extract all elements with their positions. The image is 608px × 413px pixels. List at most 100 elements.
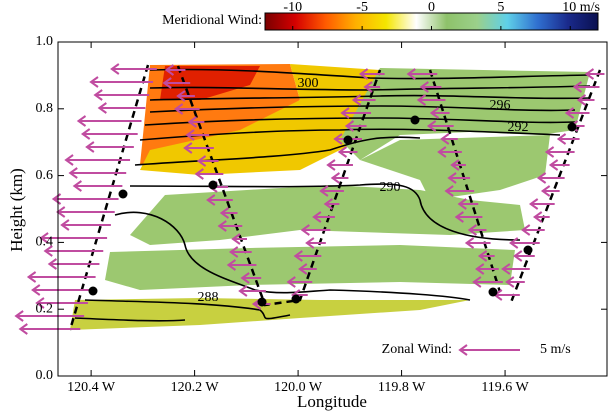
arrow-head — [286, 276, 296, 288]
wind-arrow — [576, 94, 595, 106]
wind-arrow — [556, 133, 580, 145]
arrow-head — [187, 116, 197, 128]
arrow-head — [458, 344, 468, 356]
arrow-head — [300, 224, 310, 236]
contour-line — [149, 94, 591, 101]
arrow-head — [35, 297, 45, 309]
arrow-head — [572, 81, 583, 93]
contour-label: 296 — [490, 98, 511, 113]
wind-arrow — [337, 146, 358, 158]
arrow-head — [226, 259, 237, 271]
wind-arrow — [457, 198, 479, 210]
arrow-head — [305, 237, 315, 249]
wind-arrow — [176, 90, 195, 102]
arrow-head — [528, 198, 539, 210]
arrow-head — [363, 81, 373, 93]
arrow-head — [323, 198, 333, 210]
arrow-head — [440, 133, 450, 145]
wind-arrow — [196, 155, 219, 167]
wind-arrow — [14, 310, 85, 322]
wind-arrow — [450, 159, 466, 171]
point — [488, 287, 498, 297]
wind-arrow — [416, 94, 446, 106]
colorbar-title: Meridional Wind: — [162, 13, 262, 28]
arrow-head — [477, 250, 488, 262]
wind-arrow — [43, 245, 104, 257]
wind-arrow — [419, 81, 442, 93]
arrow-head — [536, 172, 547, 184]
arrow-head — [162, 77, 172, 89]
wind-arrow — [89, 76, 153, 88]
wind-arrow — [564, 107, 590, 119]
wind-arrow — [572, 81, 600, 93]
contour-line — [129, 183, 521, 241]
contour-line — [84, 299, 291, 320]
arrow-head — [584, 68, 595, 80]
arrow-head — [194, 168, 204, 180]
wind-arrow — [231, 233, 247, 245]
y-tick-label: 0.4 — [36, 235, 54, 250]
arrow-head — [505, 276, 515, 288]
wind-arrow — [298, 263, 317, 275]
wind-arrow — [454, 211, 483, 223]
wind-arrow — [540, 185, 560, 197]
arrow-head — [47, 258, 58, 270]
arrow-head — [238, 285, 248, 297]
wind-arrow — [162, 77, 191, 89]
wind-arrow — [323, 198, 340, 210]
arrow-head — [85, 141, 95, 153]
arrow-head — [521, 224, 531, 236]
wind-arrow — [240, 272, 262, 284]
y-tick-label: 1.0 — [36, 34, 54, 49]
arrow-head — [419, 81, 429, 93]
arrow-head — [76, 115, 87, 127]
wind-arrow — [300, 224, 331, 236]
arrow-head — [196, 155, 207, 167]
wind-arrow — [447, 172, 471, 184]
wind-arrow — [76, 115, 142, 127]
arrow-head — [43, 245, 53, 257]
colorbar-tick-label: -10 — [283, 0, 302, 15]
wind-arrow — [521, 224, 545, 236]
arrow-head — [426, 120, 437, 132]
arrow-head — [513, 250, 523, 262]
wind-arrow — [64, 154, 131, 166]
arrow-head — [416, 94, 427, 106]
region-green-top — [340, 68, 590, 160]
track-line — [68, 64, 150, 331]
wind-arrow — [505, 276, 525, 288]
contour-label: 288 — [198, 290, 219, 305]
arrow-head — [344, 120, 355, 132]
arrow-head — [64, 154, 74, 166]
point — [291, 294, 301, 304]
contour-label: 292 — [508, 120, 529, 135]
arrow-head — [185, 129, 195, 141]
wind-arrow — [532, 211, 550, 223]
arrow-head — [556, 133, 567, 145]
arrow-head — [444, 185, 454, 197]
legend-arrow — [458, 344, 520, 356]
x-axis-label: Longitude — [297, 392, 367, 411]
wind-arrow — [80, 128, 138, 140]
arrow-head — [333, 133, 343, 145]
arrow-legend-value: 5 m/s — [540, 342, 571, 357]
arrow-head — [164, 64, 175, 76]
arrow-head — [18, 323, 28, 335]
y-tick-label: 0.6 — [36, 168, 54, 183]
arrow-head — [97, 102, 107, 114]
track-line — [508, 69, 602, 306]
contour-line — [149, 105, 576, 113]
arrow-head — [564, 107, 575, 119]
point — [567, 122, 577, 132]
wind-arrow — [472, 276, 503, 288]
arrow-head — [576, 94, 587, 106]
wind-arrow — [68, 167, 127, 179]
wind-arrow — [185, 129, 210, 141]
wind-arrow — [440, 133, 458, 145]
arrow-head — [447, 172, 457, 184]
arrow-head — [176, 90, 186, 102]
wind-arrow — [194, 168, 224, 180]
wind-arrow — [228, 246, 252, 258]
wind-arrow — [97, 102, 146, 114]
